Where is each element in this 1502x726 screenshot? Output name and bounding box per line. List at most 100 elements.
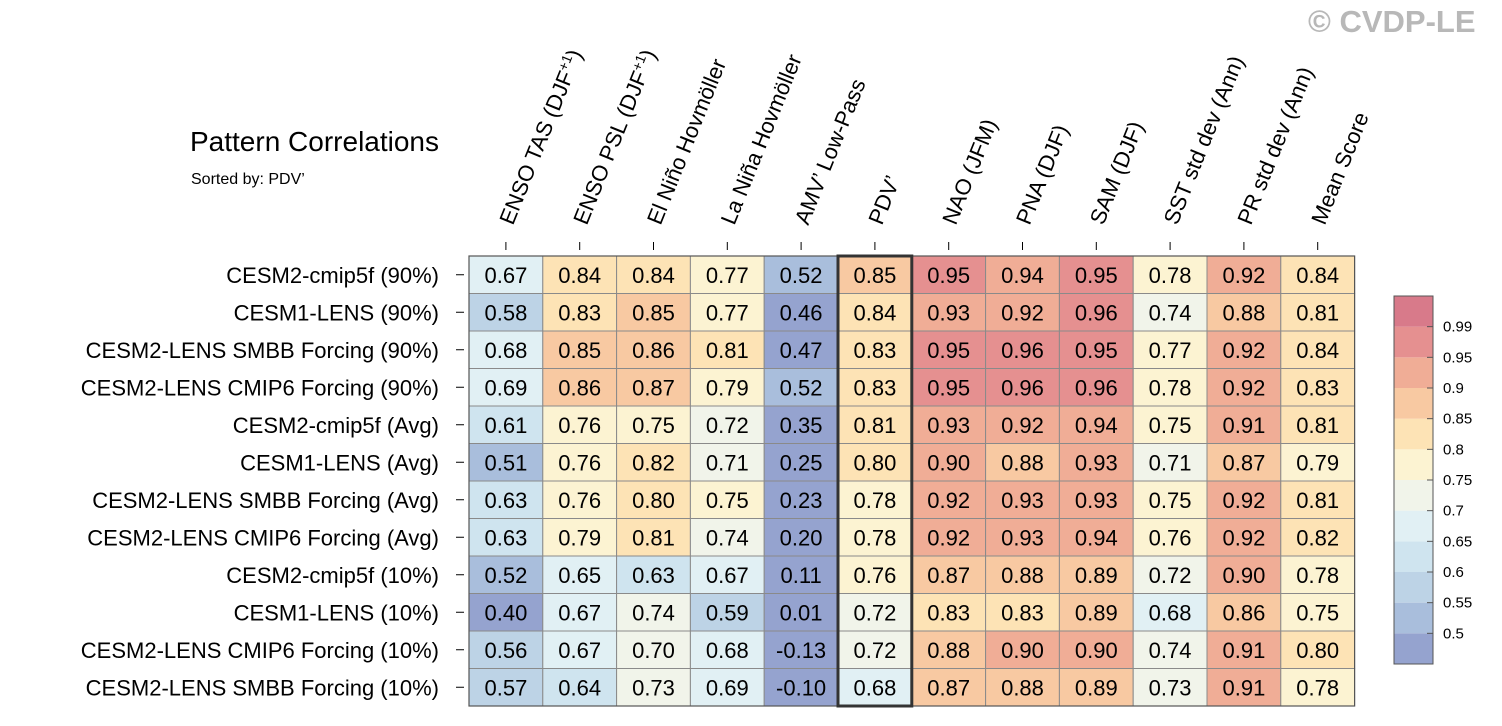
row-label: CESM2-LENS SMBB Forcing (90%) bbox=[86, 338, 439, 363]
cell-value: 0.75 bbox=[632, 413, 675, 438]
cell-value: 0.58 bbox=[484, 300, 527, 325]
highlight-column-box bbox=[836, 254, 914, 708]
heatmap-cell bbox=[985, 405, 1060, 444]
cell-value: 0.81 bbox=[632, 525, 675, 550]
column-label: ENSO PSL (DJF+1) bbox=[567, 45, 661, 227]
cell-value: 0.75 bbox=[1296, 600, 1339, 625]
heatmap-cell bbox=[1132, 405, 1208, 444]
cell-value: 0.95 bbox=[927, 375, 970, 400]
heatmap-cell bbox=[1132, 368, 1208, 407]
colorbar-segment bbox=[1394, 388, 1433, 419]
colorbar-segment bbox=[1394, 480, 1433, 511]
cell-value: 0.46 bbox=[780, 300, 823, 325]
colorbar-label: 0.7 bbox=[1443, 503, 1464, 520]
heatmap-cell bbox=[911, 443, 987, 482]
heatmap-cell bbox=[1206, 368, 1282, 407]
cell-value: 0.83 bbox=[853, 338, 896, 363]
cell-value: 0.88 bbox=[1001, 450, 1044, 475]
cell-value: 0.80 bbox=[1296, 638, 1339, 663]
heatmap-cell bbox=[763, 480, 839, 519]
row-label: CESM1-LENS (90%) bbox=[234, 300, 439, 325]
colorbar-segment bbox=[1394, 602, 1433, 634]
heatmap-cell bbox=[1280, 668, 1356, 707]
heatmap-cell bbox=[985, 255, 1060, 294]
cell-value: 0.75 bbox=[1149, 488, 1192, 513]
cell-value: 0.78 bbox=[853, 525, 896, 550]
heatmap-cell bbox=[1132, 518, 1208, 557]
heatmap-cell bbox=[1058, 593, 1134, 632]
colorbar-segment bbox=[1394, 449, 1433, 480]
cell-value: 0.23 bbox=[780, 488, 823, 513]
cell-value: 0.93 bbox=[1001, 525, 1044, 550]
cell-value: 0.51 bbox=[484, 450, 527, 475]
cell-value: 0.79 bbox=[558, 525, 601, 550]
heatmap-cell bbox=[542, 443, 618, 482]
heatmap-cell bbox=[985, 630, 1060, 669]
cell-value: 0.78 bbox=[1296, 675, 1339, 700]
heatmap-cell bbox=[837, 630, 913, 669]
cell-value: -0.10 bbox=[776, 675, 826, 700]
heatmap-cell bbox=[911, 630, 987, 669]
cell-value: 0.71 bbox=[1149, 450, 1192, 475]
cell-value: 0.81 bbox=[853, 413, 896, 438]
heatmap-cell bbox=[837, 368, 913, 407]
cell-value: 0.01 bbox=[780, 600, 823, 625]
cell-value: 0.92 bbox=[1222, 488, 1265, 513]
column-label: ENSO TAS (DJF+1) bbox=[493, 45, 587, 227]
colorbar-label: 0.6 bbox=[1443, 564, 1464, 581]
cell-value: 0.85 bbox=[558, 338, 601, 363]
cell-value: 0.90 bbox=[927, 450, 970, 475]
cell-value: 0.40 bbox=[484, 600, 527, 625]
heatmap-cell bbox=[542, 668, 618, 707]
cell-value: 0.65 bbox=[558, 563, 601, 588]
colorbar-label: 0.95 bbox=[1443, 349, 1472, 366]
heatmap-cell bbox=[837, 593, 913, 632]
heatmap-cell bbox=[763, 368, 839, 407]
cell-value: 0.95 bbox=[927, 338, 970, 363]
heatmap-cell bbox=[1058, 668, 1134, 707]
cell-value: 0.72 bbox=[853, 638, 896, 663]
column-label: PR std dev (Ann) bbox=[1232, 63, 1318, 228]
cell-value: 0.89 bbox=[1075, 600, 1118, 625]
cell-value: 0.52 bbox=[484, 563, 527, 588]
cell-value: 0.78 bbox=[853, 488, 896, 513]
cell-value: 0.79 bbox=[706, 375, 749, 400]
heatmap-cell bbox=[1280, 518, 1356, 557]
heatmap-cell bbox=[468, 668, 544, 707]
heatmap-cell bbox=[763, 293, 839, 332]
row-label: CESM2-cmip5f (10%) bbox=[226, 563, 439, 588]
cell-value: 0.67 bbox=[484, 263, 527, 288]
heatmap-cell bbox=[763, 405, 839, 444]
cell-value: 0.73 bbox=[632, 675, 675, 700]
heatmap-cell bbox=[1206, 555, 1282, 594]
cell-value: 0.96 bbox=[1001, 338, 1044, 363]
heatmap-cell bbox=[911, 368, 987, 407]
row-label: CESM2-LENS CMIP6 Forcing (90%) bbox=[81, 375, 439, 400]
cell-value: 0.87 bbox=[632, 375, 675, 400]
heatmap-cell bbox=[763, 443, 839, 482]
cell-value: 0.92 bbox=[927, 488, 970, 513]
cell-value: 0.94 bbox=[1075, 525, 1118, 550]
cell-value: 0.72 bbox=[1149, 563, 1192, 588]
heatmap-cell bbox=[837, 518, 913, 557]
cell-value: 0.71 bbox=[706, 450, 749, 475]
heatmap-cell bbox=[985, 443, 1060, 482]
cell-value: 0.76 bbox=[853, 563, 896, 588]
cell-value: 0.77 bbox=[706, 263, 749, 288]
cell-value: 0.92 bbox=[1222, 263, 1265, 288]
heatmap-cell bbox=[1132, 443, 1208, 482]
cell-value: 0.85 bbox=[853, 263, 896, 288]
heatmap-cell bbox=[1206, 293, 1282, 332]
cell-value: 0.95 bbox=[927, 263, 970, 288]
cell-value: 0.85 bbox=[632, 300, 675, 325]
heatmap-cell bbox=[1206, 255, 1282, 294]
row-label: CESM2-cmip5f (Avg) bbox=[233, 413, 439, 438]
heatmap-cell bbox=[616, 668, 691, 707]
heatmap-cell bbox=[837, 293, 913, 332]
column-label: SAM (DJF) bbox=[1085, 118, 1149, 228]
cell-value: 0.81 bbox=[1296, 300, 1339, 325]
cell-value: 0.86 bbox=[558, 375, 601, 400]
cell-value: 0.94 bbox=[1075, 413, 1118, 438]
cell-value: 0.78 bbox=[1296, 563, 1339, 588]
watermark: © CVDP-LE bbox=[1308, 4, 1476, 39]
